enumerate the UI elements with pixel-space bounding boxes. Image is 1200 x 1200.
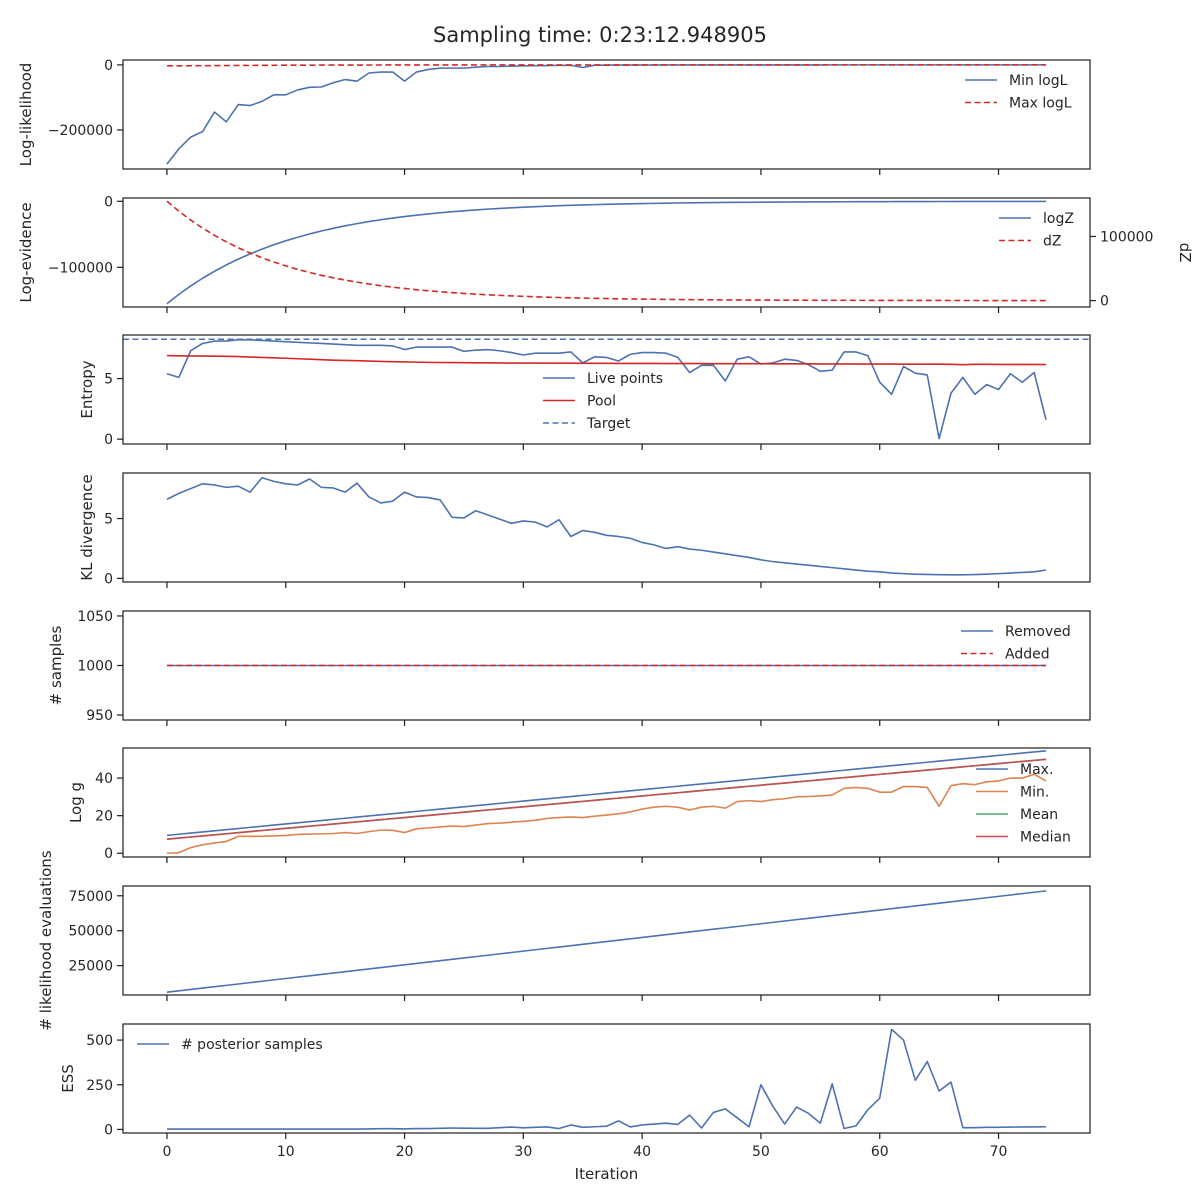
entropy-legend-target-label: Target	[586, 416, 631, 432]
evaluations-series	[166, 890, 1047, 994]
ess-y-axis-label: ESS	[59, 1064, 77, 1093]
loglikelihood-legend: Min logL Max logL	[965, 73, 1072, 112]
logg-legend: Max. Min. Mean Median	[976, 762, 1071, 846]
loglikelihood-series	[166, 64, 1047, 165]
evaluations-y-axis-label: # likelihood evaluations	[37, 850, 55, 1030]
logg-series-min-line	[166, 773, 1047, 855]
loglikelihood-axes-frame	[122, 59, 1091, 170]
entropy-ytick-label: 0	[104, 432, 113, 448]
loglikelihood-legend-min-logl-label: Min logL	[1009, 73, 1068, 89]
panel-entropy: 0 5 Entropy Live points Pool Target	[78, 334, 1091, 450]
ess-ytick-label: 500	[86, 1033, 113, 1049]
entropy-ytick-label: 5	[104, 372, 113, 388]
logevidence-series	[166, 200, 1047, 305]
logg-ytick-label: 20	[95, 809, 113, 825]
kl-series-kl-divergence-line	[166, 476, 1047, 576]
ess-axes-frame	[122, 1023, 1091, 1134]
logevidence-ytick-label: 0	[104, 194, 113, 210]
ess-xtick-label: 70	[990, 1144, 1008, 1160]
logg-ytick-label: 0	[104, 846, 113, 862]
logevidence-ytick-label: −100000	[48, 260, 113, 276]
logg-series	[166, 750, 1047, 855]
entropy-series	[123, 338, 1090, 440]
samples-ytick-label: 950	[86, 708, 113, 724]
entropy-legend-live-points-label: Live points	[587, 371, 663, 387]
loglikelihood-ytick-label: 0	[104, 58, 113, 74]
x-axis-label: Iteration	[575, 1165, 639, 1183]
kl-ytick-label: 5	[104, 512, 113, 528]
kl-y-axis-label: KL divergence	[78, 474, 96, 580]
ess-series-posterior-samples-line	[166, 1028, 1047, 1130]
logevidence-legend-dz-label: dZ	[1043, 234, 1061, 250]
ess-legend-posterior-samples-label: # posterior samples	[181, 1037, 323, 1053]
logg-legend-median-label: Median	[1020, 830, 1071, 846]
panel-kl: 0 5 KL divergence	[78, 472, 1091, 588]
logg-axes-frame	[122, 747, 1091, 858]
logg-series-max-line	[166, 750, 1047, 837]
logg-legend-mean-label: Mean	[1020, 807, 1058, 823]
samples-ytick-label: 1000	[77, 659, 113, 675]
figure-title: Sampling time: 0:23:12.948905	[433, 23, 767, 47]
ess-xtick-label: 20	[396, 1144, 414, 1160]
logevidence-series-dz-line	[166, 200, 1047, 302]
entropy-y-axis-label: Entropy	[78, 360, 96, 418]
entropy-series-pool-line	[166, 354, 1047, 366]
kl-series	[166, 476, 1047, 576]
logevidence-y2tick-label: 100000	[1100, 229, 1153, 245]
entropy-legend-pool-label: Pool	[587, 394, 616, 410]
logevidence-y2-axis-label: dZ	[1176, 243, 1194, 263]
panel-samples: 1050 1000 950 # samples Removed Added	[47, 609, 1091, 726]
evaluations-ytick-label: 75000	[68, 889, 113, 905]
evaluations-ytick-label: 50000	[68, 924, 113, 940]
logevidence-legend-logz-label: logZ	[1043, 211, 1074, 227]
panel-logg: 0 20 40 Log g Max. Min. Mean Median	[67, 747, 1091, 863]
loglikelihood-y-axis-label: Log-likelihood	[17, 63, 35, 167]
entropy-series-live-points-line	[166, 339, 1047, 440]
kl-ytick-label: 0	[104, 571, 113, 587]
ess-xtick-label: 0	[162, 1144, 171, 1160]
loglikelihood-ytick-label: −200000	[48, 123, 113, 139]
logg-ytick-label: 40	[95, 771, 113, 787]
ess-xtick-label: 40	[633, 1144, 651, 1160]
entropy-legend: Live points Pool Target	[543, 371, 663, 432]
loglikelihood-series-max-logl-line	[166, 64, 1047, 67]
panel-logevidence: 0 −100000 100000 0 dZ Log-evidence logZ dZ	[17, 194, 1194, 313]
ess-ytick-label: 250	[86, 1078, 113, 1094]
kl-axes-frame	[122, 472, 1091, 583]
ess-xtick-label: 10	[277, 1144, 295, 1160]
logg-series-median-line	[166, 758, 1047, 840]
samples-ytick-label: 1050	[77, 609, 113, 625]
panel-ess: 0 250 500 0 10 20 30 40 50 60 70 Iteration ESS # post…	[59, 1023, 1091, 1183]
panels: 0 −200000 Log-likelihood Min logL Max logL 0 −…	[17, 58, 1194, 1183]
samples-legend-removed-label: Removed	[1005, 624, 1071, 640]
ess-xtick-label: 50	[752, 1144, 770, 1160]
evaluations-ytick-label: 25000	[68, 959, 113, 975]
logg-y-axis-label: Log g	[67, 782, 85, 823]
logevidence-y-axis-label: Log-evidence	[17, 202, 35, 302]
ess-xtick-label: 60	[871, 1144, 889, 1160]
logevidence-series-logz-line	[166, 200, 1047, 305]
logg-legend-max-label: Max.	[1020, 762, 1053, 778]
logevidence-y2tick-label: 0	[1100, 294, 1109, 310]
samples-y-axis-label: # samples	[47, 625, 65, 705]
ess-ytick-label: 0	[104, 1122, 113, 1138]
evaluations-series-likelihood-evaluations-line	[166, 890, 1047, 994]
ess-series	[166, 1028, 1047, 1130]
entropy-axes-frame	[122, 334, 1091, 445]
loglikelihood-legend-max-logl-label: Max logL	[1009, 96, 1072, 112]
ess-legend: # posterior samples	[137, 1037, 323, 1053]
evaluations-axes-frame	[122, 885, 1091, 996]
ess-xtick-label: 30	[514, 1144, 532, 1160]
samples-legend: Removed Added	[961, 624, 1071, 663]
logevidence-axes-frame	[122, 197, 1091, 308]
samples-legend-added-label: Added	[1005, 647, 1050, 663]
logevidence-legend: logZ dZ	[999, 211, 1074, 250]
panel-loglikelihood: 0 −200000 Log-likelihood Min logL Max logL	[17, 58, 1091, 175]
panel-evaluations: 75000 50000 25000 # likelihood evaluations	[37, 850, 1091, 1031]
logg-legend-min-label: Min.	[1020, 785, 1049, 801]
